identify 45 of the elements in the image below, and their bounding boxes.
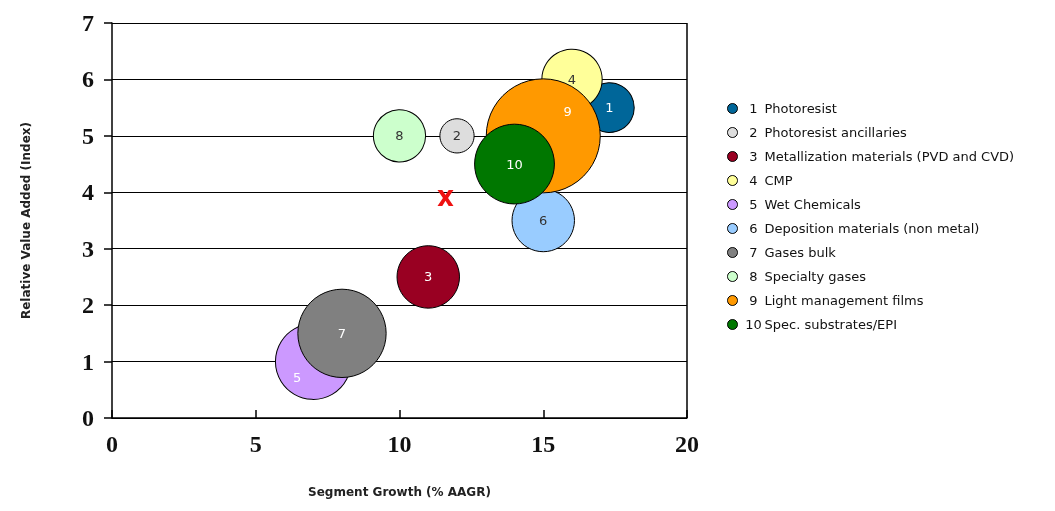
x-tick-label: 10 — [387, 431, 412, 457]
annotation: 3 — [424, 269, 433, 285]
annotation: 4 — [567, 71, 577, 87]
legend-label: Specialty gases — [764, 269, 867, 284]
legend-label: CMP — [764, 173, 793, 188]
y-tick-label: 3 — [82, 235, 94, 262]
x-tick-label: 20 — [675, 431, 699, 457]
text: 6 — [749, 221, 758, 236]
text: 10 — [745, 317, 762, 332]
legend-label: Photoresist — [764, 101, 837, 116]
y-tick-label: 7 — [82, 10, 94, 36]
x-tick-label: 15 — [531, 431, 556, 457]
y-tick-label: 5 — [82, 122, 94, 149]
legend-label: Photoresist ancillaries — [764, 125, 908, 140]
text: 9 — [749, 293, 758, 308]
text: 2 — [749, 125, 758, 140]
y-tick-label: 2 — [82, 292, 94, 319]
annotation: 2 — [452, 128, 462, 144]
y-tick-label: 1 — [82, 348, 94, 375]
x-tick-label: 5 — [249, 431, 262, 457]
text: 7 — [749, 245, 758, 260]
text: 5 — [749, 197, 758, 212]
legend-label: Deposition materials (non metal) — [764, 221, 980, 236]
annotation: 1 — [605, 100, 614, 116]
x-axis-title: Segment Growth (% AAGR) — [308, 485, 491, 499]
text: 4 — [749, 173, 758, 188]
annotation: 10 — [506, 156, 523, 172]
annotation: 5 — [292, 369, 302, 385]
legend-label: Light management films — [764, 293, 924, 308]
x-tick-label: 0 — [106, 431, 118, 457]
legend-label: Metallization materials (PVD and CVD) — [764, 149, 1015, 164]
annotation: 8 — [395, 128, 404, 144]
y-tick-label: 6 — [82, 66, 94, 93]
y-tick-label: 4 — [82, 179, 94, 206]
text: 3 — [749, 149, 758, 164]
legend-label: Spec. substrates/EPI — [764, 317, 897, 332]
text: 8 — [749, 269, 758, 284]
annotation: 9 — [563, 104, 572, 120]
y-axis-title: Relative Value Added (Index) — [19, 121, 33, 320]
y-tick-label: 0 — [82, 405, 94, 431]
text: 1 — [749, 101, 758, 116]
annotation: 7 — [337, 325, 347, 341]
legend-label: Wet Chemicals — [764, 197, 862, 212]
annotation: 6 — [539, 213, 548, 228]
legend-label: Gases bulk — [764, 245, 837, 260]
